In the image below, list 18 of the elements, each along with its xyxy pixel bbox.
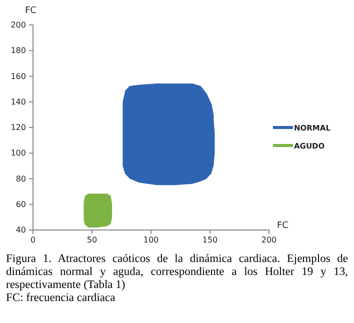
y-tick-label: 140 [10,97,26,106]
y-tick-label: 80 [16,174,26,184]
x-tick-label: 100 [143,236,159,245]
text: FC: frecuencia cardiaca [6,292,116,305]
x-axis-title: FC [277,221,288,231]
x-tick-label: 50 [86,236,98,245]
y-axis-title: FC [25,6,36,16]
x-tick-label: 200 [261,236,277,245]
y-tick-label: 160 [10,72,26,81]
x-tick-label: 150 [202,236,218,245]
y-tick-label: 200 [10,20,26,30]
y-tick-label: 120 [10,123,26,132]
text: Figura 1. Atractores caóticos de la dinámica cardiaca. Ejemplos de dinámicas normal y aguda, correspondiente a los Holter 19 y 13, respectivamente (Tabla 1) [6,253,348,292]
y-tick-label: 60 [16,200,26,209]
x-tick-label: 0 [30,236,36,245]
y-tick-label: 180 [10,46,26,56]
y-tick-label: 100 [10,148,26,158]
y-tick-label: 40 [16,226,26,235]
